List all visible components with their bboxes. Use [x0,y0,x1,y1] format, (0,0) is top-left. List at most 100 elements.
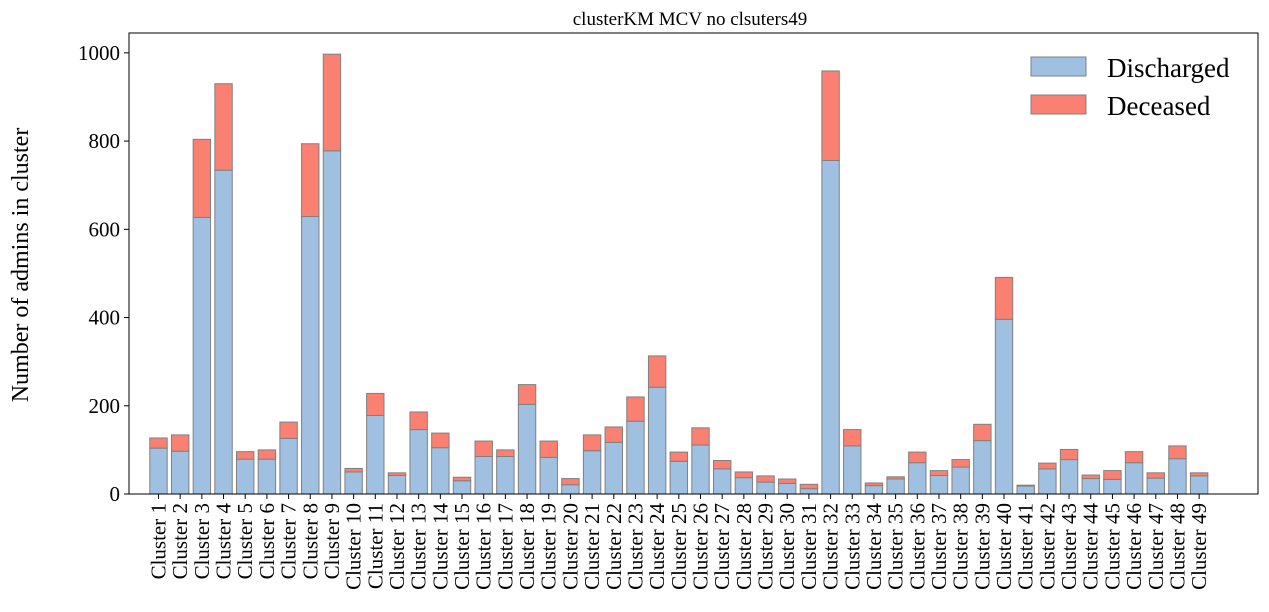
bar-discharged-47 [1146,477,1165,495]
bar-deceased-3 [192,138,212,218]
x-tick-label: Cluster 36 [905,503,929,590]
x-tick-label: Cluster 15 [450,503,474,590]
x-tick-label: Cluster 47 [1144,503,1168,590]
legend-label-discharged: Discharged [1107,53,1230,83]
x-tick-label: Cluster 10 [342,503,366,590]
x-tick-label: Cluster 35 [884,503,908,590]
bar-discharged-14 [431,447,450,495]
bar-deceased-9 [322,53,342,152]
bar-discharged-5 [236,458,255,495]
x-tick-label: Cluster 7 [277,503,301,579]
bar-deceased-8 [301,143,320,218]
y-tick-label: 0 [110,482,121,506]
x-tick-label: Cluster 4 [212,503,236,580]
bar-deceased-24 [647,355,667,388]
x-tick-label: Cluster 45 [1100,503,1124,590]
x-tick-label: Cluster 37 [927,503,951,590]
bar-discharged-39 [973,440,992,495]
chart-title: clusterKM MCV no clsuters49 [573,9,808,30]
bar-deceased-39 [973,423,992,442]
x-tick-label: Cluster 34 [862,503,886,590]
bar-deceased-43 [1059,448,1079,461]
x-tick-label: Cluster 19 [537,503,561,590]
bar-deceased-16 [474,440,493,457]
bar-deceased-13 [409,411,428,431]
bar-discharged-34 [864,485,884,495]
bar-discharged-37 [929,474,949,495]
legend-swatch-deceased [1030,94,1087,115]
bar-discharged-11 [366,414,385,495]
x-tick-label: Cluster 38 [949,503,973,590]
x-tick-label: Cluster 13 [407,503,431,590]
x-tick-label: Cluster 24 [645,503,669,590]
bar-deceased-34 [864,482,884,487]
bar-deceased-2 [170,434,190,452]
bar-deceased-46 [1124,451,1144,464]
y-tick-label: 400 [89,306,121,330]
x-tick-label: Cluster 22 [602,503,626,590]
x-tick-label: Cluster 8 [298,503,322,579]
bar-discharged-21 [582,450,602,495]
bar-discharged-1 [149,447,168,495]
bar-deceased-4 [214,83,233,171]
bar-discharged-15 [452,480,472,495]
x-tick-label: Cluster 20 [558,503,582,590]
bar-discharged-45 [1103,478,1122,495]
bar-deceased-12 [387,472,407,476]
x-tick-label: Cluster 11 [363,503,387,589]
bar-discharged-23 [626,420,645,495]
bar-deceased-18 [517,384,537,405]
bar-discharged-25 [669,460,689,495]
bar-discharged-46 [1124,462,1144,495]
bar-deceased-5 [236,451,255,460]
x-tick-label: Cluster 3 [190,503,214,579]
bar-deceased-26 [691,427,710,446]
y-tick-label: 600 [89,217,121,241]
bar-discharged-18 [517,403,537,495]
x-tick-label: Cluster 33 [840,503,864,590]
bar-deceased-23 [626,396,645,422]
bar-deceased-19 [539,440,558,458]
y-axis-label: Number of admins in cluster [8,128,34,403]
x-tick-label: Cluster 16 [472,503,496,590]
x-tick-label: Cluster 23 [623,503,647,590]
bar-discharged-9 [322,150,342,495]
bar-deceased-36 [908,451,927,464]
x-tick-label: Cluster 18 [515,503,539,590]
bar-discharged-38 [951,466,970,495]
bar-discharged-42 [1038,468,1057,495]
x-tick-label: Cluster 14 [428,503,452,590]
bar-discharged-30 [778,482,797,495]
bar-discharged-12 [387,474,407,495]
bar-deceased-40 [994,276,1014,320]
x-tick-label: Cluster 48 [1165,503,1189,590]
bar-discharged-10 [344,471,363,495]
bar-discharged-3 [192,216,212,495]
bar-deceased-47 [1146,472,1165,479]
bar-deceased-44 [1081,474,1100,480]
bar-discharged-33 [843,445,862,495]
bar-deceased-48 [1168,445,1187,460]
x-tick-label: Cluster 21 [580,503,604,590]
x-tick-label: Cluster 40 [992,503,1016,590]
bar-deceased-35 [886,476,905,480]
bar-discharged-22 [604,441,623,495]
bar-discharged-49 [1189,475,1209,495]
bar-discharged-8 [301,216,320,495]
bar-deceased-11 [366,392,385,416]
bar-discharged-28 [734,477,754,495]
bar-discharged-6 [257,458,277,495]
bar-discharged-31 [799,488,819,495]
bar-deceased-28 [734,471,754,479]
x-tick-label: Cluster 39 [970,503,994,590]
plot-frame [128,32,1259,495]
bar-discharged-27 [712,468,732,495]
bar-discharged-48 [1168,458,1187,495]
x-tick-label: Cluster 30 [775,503,799,590]
bar-discharged-20 [561,484,580,495]
bar-deceased-21 [582,434,602,452]
bar-discharged-7 [279,437,298,495]
bar-deceased-10 [344,467,363,473]
bar-deceased-37 [929,470,949,476]
